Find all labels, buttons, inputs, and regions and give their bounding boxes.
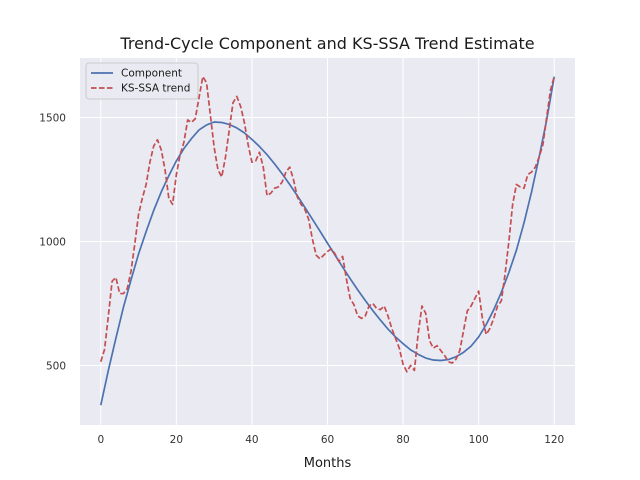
legend: Component KS-SSA trend <box>85 62 199 100</box>
legend-box <box>85 62 199 100</box>
legend-label-component: Component <box>121 68 182 80</box>
series-line-component <box>99 76 556 406</box>
x-tick-label: 100 <box>469 434 489 446</box>
x-tick-label: 80 <box>396 434 409 446</box>
x-tick-label: 20 <box>170 434 183 446</box>
series-layer <box>99 75 556 406</box>
y-tick-label: 1000 <box>39 237 66 249</box>
y-tick-labels: 500 1000 1500 <box>39 113 66 373</box>
grid-lines <box>80 58 575 425</box>
y-tick-label: 500 <box>46 360 66 372</box>
series-line-ks-ssa-trend <box>99 75 556 373</box>
x-tick-label: 40 <box>245 434 258 446</box>
x-tick-labels: 0 20 40 60 80 100 120 <box>97 434 564 446</box>
legend-label-ks-ssa-trend: KS-SSA trend <box>121 83 190 95</box>
y-tick-label: 1500 <box>39 113 66 125</box>
x-tick-label: 60 <box>321 434 334 446</box>
x-tick-label: 0 <box>97 434 104 446</box>
chart-title: Trend-Cycle Component and KS-SSA Trend E… <box>119 34 534 53</box>
x-tick-label: 120 <box>544 434 564 446</box>
x-axis-label: Months <box>304 456 352 471</box>
